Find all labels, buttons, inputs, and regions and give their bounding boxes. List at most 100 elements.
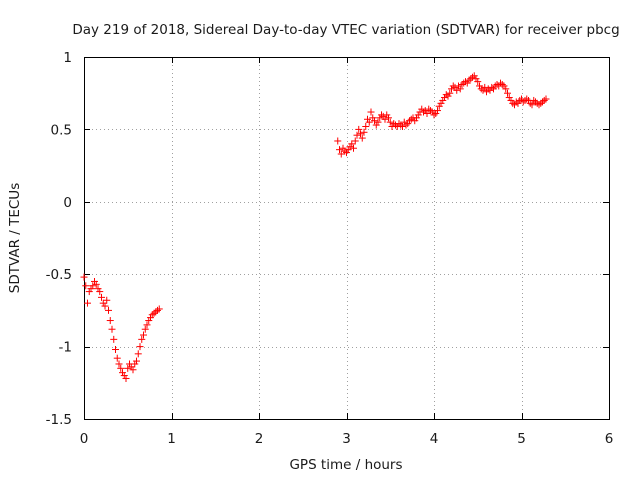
data-point-marker (122, 374, 130, 382)
data-point-marker (453, 86, 461, 94)
data-point-marker (336, 146, 343, 154)
data-point-marker (500, 82, 508, 90)
data-point-marker (483, 88, 490, 96)
data-point-marker (348, 140, 356, 148)
data-point-marker (526, 99, 534, 107)
data-point-marker (365, 118, 373, 126)
data-point-marker (444, 92, 452, 100)
y-tick-label: 0 (63, 195, 72, 211)
data-point-marker (512, 98, 520, 106)
data-point-marker (490, 85, 497, 93)
data-point-marker (127, 363, 135, 371)
data-point-marker (395, 120, 403, 128)
data-point-marker (456, 85, 464, 93)
data-point-marker (339, 144, 347, 152)
data-point-marker (119, 369, 126, 377)
y-tick-label: 1 (63, 50, 72, 66)
x-tick-label: 5 (517, 431, 526, 447)
data-point-marker (463, 79, 471, 87)
data-point-marker (362, 123, 370, 131)
data-point-marker (383, 111, 391, 119)
data-point-marker (498, 81, 506, 89)
data-point-marker (423, 109, 431, 117)
data-point-marker (407, 115, 415, 123)
data-point-marker (528, 101, 536, 109)
data-point-marker (94, 285, 102, 293)
data-point-marker (357, 130, 364, 138)
axis-ticks (84, 57, 610, 420)
data-point-marker (358, 134, 366, 142)
data-point-marker (532, 98, 539, 106)
data-point-marker (337, 150, 345, 158)
data-point-marker (360, 128, 368, 136)
data-point-marker (439, 96, 447, 104)
data-point-marker (110, 335, 118, 343)
data-point-marker (351, 137, 359, 145)
data-point-marker (504, 89, 511, 97)
data-point-marker (117, 364, 125, 372)
data-point-marker (428, 108, 436, 116)
data-point-marker (350, 144, 357, 152)
y-tick-label: -1.5 (46, 412, 72, 428)
data-point-marker (451, 83, 459, 91)
x-tick-label: 6 (605, 431, 614, 447)
data-point-marker (425, 105, 433, 113)
data-point-marker (150, 309, 158, 317)
data-point-marker (413, 114, 420, 122)
data-point-marker (148, 311, 156, 319)
data-point-marker (474, 78, 482, 86)
data-point-marker (505, 94, 513, 102)
data-point-marker (369, 114, 377, 122)
data-point-marker (411, 117, 419, 125)
y-tick-label: 0.5 (51, 122, 72, 138)
data-point-marker (108, 325, 116, 333)
data-point-marker (418, 105, 426, 113)
data-point-marker (84, 299, 91, 307)
data-point-marker (537, 99, 545, 107)
data-point-marker (497, 79, 504, 87)
data-point-marker (404, 120, 412, 128)
data-point-marker (355, 125, 363, 133)
data-point-marker (371, 117, 378, 125)
data-point-marker (372, 121, 380, 129)
data-point-marker (115, 360, 123, 368)
x-tick-label: 2 (255, 431, 264, 447)
data-point-marker (540, 96, 548, 104)
data-point-marker (381, 115, 389, 123)
data-point-marker (101, 302, 109, 310)
y-axis-label: SDTVAR / TECUs (7, 183, 23, 293)
data-point-marker (376, 114, 384, 122)
data-point-marker (472, 75, 480, 83)
data-point-marker (82, 282, 90, 290)
data-point-marker (103, 296, 111, 304)
x-tick-label: 1 (167, 431, 176, 447)
data-point-marker (131, 360, 139, 368)
y-axis-tick-labels: -1.5 -1 -0.5 0 0.5 1 (46, 50, 72, 428)
data-point-marker (427, 107, 434, 115)
data-point-marker (470, 72, 478, 80)
data-point-marker (112, 345, 119, 353)
data-point-marker (138, 335, 146, 343)
data-point-marker (96, 288, 104, 296)
x-tick-label: 0 (80, 431, 89, 447)
data-point-marker (479, 86, 487, 94)
data-point-marker (476, 82, 483, 90)
data-point-marker (465, 76, 473, 84)
data-point-marker (542, 95, 550, 103)
y-tick-label: -0.5 (46, 267, 72, 283)
data-point-marker (343, 149, 350, 157)
data-point-marker (488, 83, 496, 91)
data-point-marker (143, 321, 151, 329)
data-point-marker (514, 99, 522, 107)
data-point-marker (420, 108, 427, 116)
data-point-marker (154, 306, 161, 314)
data-point-marker (98, 293, 105, 301)
data-point-marker (523, 95, 531, 103)
data-point-marker (379, 112, 387, 120)
data-point-marker (120, 372, 128, 380)
data-point-marker (133, 357, 140, 365)
data-point-marker (458, 81, 466, 89)
x-tick-label: 3 (342, 431, 351, 447)
data-point-marker (113, 354, 121, 362)
data-point-marker (432, 109, 440, 117)
